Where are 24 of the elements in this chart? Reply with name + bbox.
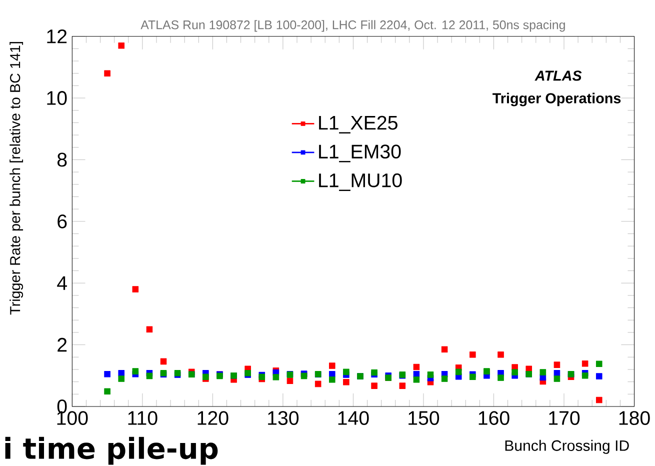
y-tick-label: 4 (57, 276, 67, 290)
x-tick-label: 160 (478, 410, 510, 425)
chart-title: ATLAS Run 190872 [LB 100-200], LHC Fill 2204, Oct. 12 2011, 50ns spacing (140, 20, 565, 32)
x-tick-label: 140 (338, 410, 369, 425)
annotation: ATLAS (534, 70, 582, 81)
y-tick-label: 6 (58, 214, 67, 228)
annotation: Trigger Operations (492, 92, 621, 106)
x-tick-label: 120 (198, 410, 228, 425)
x-tick-label: 110 (128, 410, 158, 425)
x-tick-label: 100 (57, 410, 88, 425)
x-tick-label: 150 (408, 410, 440, 425)
legend-label: L1_XE25 (319, 116, 398, 134)
y-tick-label: 2 (58, 338, 67, 352)
legend-label: L1_EM30 (319, 144, 401, 162)
text: i time pile-up (5, 436, 218, 465)
legend-label: L1_MU10 (319, 173, 402, 191)
x-tick-label: 180 (619, 410, 650, 425)
x-tick-label: 170 (549, 410, 580, 425)
x-axis-title: Bunch Crossing ID (505, 440, 629, 454)
y-tick-label: 8 (57, 152, 67, 166)
x-tick-label: 130 (268, 410, 299, 425)
y-tick-label: 10 (47, 90, 67, 105)
y-tick-label: 12 (47, 29, 67, 44)
y-axis-title: Trigger Rate per bunch [relative to BC 141] (10, 42, 24, 314)
